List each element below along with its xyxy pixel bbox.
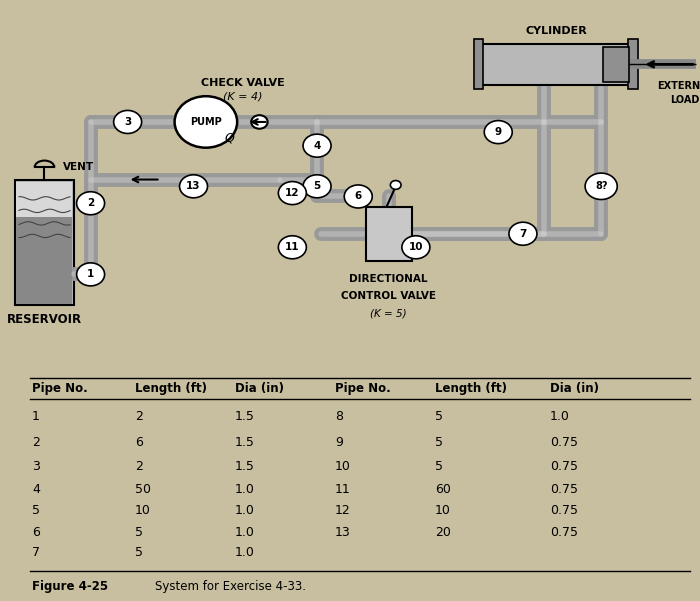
Text: PUMP: PUMP (190, 117, 222, 127)
Text: 1.0: 1.0 (235, 483, 255, 496)
Text: DIRECTIONAL: DIRECTIONAL (349, 275, 428, 284)
Text: 4: 4 (32, 483, 40, 496)
Text: 0.75: 0.75 (550, 460, 578, 473)
Text: 6: 6 (355, 192, 362, 201)
Text: 2: 2 (135, 460, 143, 473)
Circle shape (179, 175, 207, 198)
FancyBboxPatch shape (17, 182, 73, 217)
Circle shape (113, 111, 141, 133)
Circle shape (303, 134, 331, 157)
Text: 0.75: 0.75 (550, 504, 578, 517)
Circle shape (303, 175, 331, 198)
Text: EXTERNAL: EXTERNAL (657, 81, 700, 91)
Text: 1: 1 (32, 410, 40, 423)
Circle shape (279, 236, 307, 259)
Circle shape (174, 96, 237, 148)
Text: 12: 12 (285, 188, 300, 198)
Circle shape (402, 236, 430, 259)
Text: 5: 5 (314, 182, 321, 191)
Text: 20: 20 (435, 526, 451, 539)
Text: Dia (in): Dia (in) (550, 382, 599, 395)
Text: 10: 10 (335, 460, 351, 473)
Text: 0.75: 0.75 (550, 436, 578, 449)
Text: 7: 7 (519, 229, 526, 239)
Text: 10: 10 (135, 504, 151, 517)
Text: Figure 4-25: Figure 4-25 (32, 580, 108, 593)
Circle shape (509, 222, 537, 245)
Text: 9: 9 (495, 127, 502, 137)
Text: 5: 5 (435, 436, 443, 449)
FancyBboxPatch shape (473, 39, 484, 90)
Text: Pipe No.: Pipe No. (335, 382, 391, 395)
Text: 60: 60 (435, 483, 451, 496)
Circle shape (251, 115, 267, 129)
Text: 1.5: 1.5 (235, 436, 255, 449)
Circle shape (76, 192, 104, 215)
Text: 1.0: 1.0 (235, 504, 255, 517)
FancyBboxPatch shape (367, 207, 412, 261)
Text: 11: 11 (335, 483, 351, 496)
Text: 2: 2 (32, 436, 40, 449)
Text: 6: 6 (32, 526, 40, 539)
Text: 12: 12 (335, 504, 351, 517)
Text: 13: 13 (335, 526, 351, 539)
Circle shape (279, 182, 307, 204)
Text: 6: 6 (135, 436, 143, 449)
Text: 1.5: 1.5 (235, 460, 255, 473)
Text: VENT: VENT (62, 162, 94, 172)
Circle shape (484, 121, 512, 144)
Text: 8?: 8? (595, 182, 608, 191)
Text: 5: 5 (32, 504, 40, 517)
Text: 5: 5 (435, 460, 443, 473)
FancyBboxPatch shape (477, 44, 634, 85)
Text: 5: 5 (135, 546, 143, 558)
Text: 11: 11 (285, 242, 300, 252)
Text: 0.75: 0.75 (550, 483, 578, 496)
Text: 1.0: 1.0 (235, 526, 255, 539)
Text: (K = 4): (K = 4) (223, 91, 262, 102)
Text: 2: 2 (87, 198, 94, 209)
FancyBboxPatch shape (603, 47, 629, 82)
Text: 1.0: 1.0 (235, 546, 255, 558)
Text: Length (ft): Length (ft) (435, 382, 507, 395)
Text: 4: 4 (314, 141, 321, 151)
Text: 8: 8 (335, 410, 343, 423)
FancyBboxPatch shape (15, 180, 74, 305)
Text: 3: 3 (32, 460, 40, 473)
Text: CHECK VALVE: CHECK VALVE (201, 78, 285, 88)
Text: 2: 2 (135, 410, 143, 423)
FancyBboxPatch shape (629, 39, 638, 90)
Text: 10: 10 (435, 504, 451, 517)
Text: CONTROL VALVE: CONTROL VALVE (341, 291, 436, 301)
Text: (K = 5): (K = 5) (370, 308, 407, 319)
Text: Pipe No.: Pipe No. (32, 382, 88, 395)
Text: 13: 13 (186, 182, 201, 191)
Text: LOAD: LOAD (671, 95, 700, 105)
Text: 10: 10 (409, 242, 423, 252)
FancyBboxPatch shape (17, 216, 73, 304)
Text: 9: 9 (335, 436, 343, 449)
Circle shape (585, 173, 617, 200)
Circle shape (391, 180, 401, 189)
Text: CYLINDER: CYLINDER (525, 26, 587, 36)
Text: Dia (in): Dia (in) (235, 382, 284, 395)
Text: 1.0: 1.0 (550, 410, 570, 423)
Text: 5: 5 (135, 526, 143, 539)
Circle shape (344, 185, 372, 208)
Text: 7: 7 (32, 546, 40, 558)
Text: 1: 1 (87, 269, 94, 279)
Text: 1.5: 1.5 (235, 410, 255, 423)
Text: 0.75: 0.75 (550, 526, 578, 539)
Text: 50: 50 (135, 483, 151, 496)
Text: Length (ft): Length (ft) (135, 382, 207, 395)
Text: System for Exercise 4-33.: System for Exercise 4-33. (155, 580, 306, 593)
Text: 3: 3 (124, 117, 132, 127)
Text: RESERVOIR: RESERVOIR (7, 313, 82, 326)
Text: 5: 5 (435, 410, 443, 423)
Circle shape (76, 263, 104, 286)
Text: Q: Q (224, 132, 234, 144)
